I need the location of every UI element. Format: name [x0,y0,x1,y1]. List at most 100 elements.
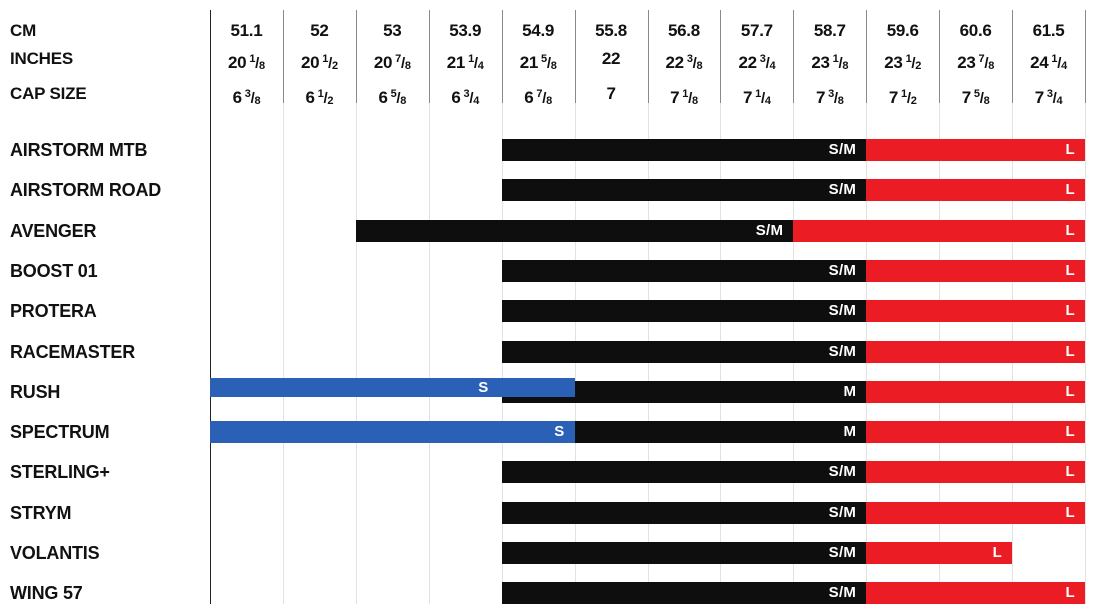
fraction-whole: 7 [961,88,971,107]
size-label: S/M [755,221,784,239]
col-inches-value: 21 5/8 [502,48,575,72]
col-inches-value: 24 1/4 [1012,48,1085,72]
size-bar-red: L [866,179,1085,202]
fraction-whole: 22 [738,53,757,72]
fraction-numerator: 5 [541,53,547,65]
size-label: S/M [828,544,857,561]
size-label: L [1065,503,1075,521]
col-inches-value: 20 1/2 [283,48,356,72]
size-label: M [843,382,857,400]
size-bar-black: S/M [501,340,867,363]
fraction-slash: / [911,55,916,72]
grid-line-body [429,103,430,604]
fraction-slash: / [250,90,255,107]
grid-line-header [1012,10,1013,103]
fraction-slash: / [542,90,547,107]
size-label: L [1065,423,1075,441]
fraction-slash: / [1057,55,1062,72]
size-label: L [1065,221,1075,239]
fraction-slash: / [1052,90,1057,107]
fraction-denominator: 8 [983,95,990,107]
size-label: L [1065,463,1075,481]
fraction-numerator: 1 [682,88,689,100]
size-label: S/M [828,181,857,199]
size-label: S/M [828,141,857,158]
col-inches-value: 22 [575,48,648,70]
size-bar-black: S/M [501,582,867,605]
fraction-denominator: 2 [915,60,922,72]
model-row: SPECTRUM S M L [0,421,1100,444]
col-cm-value: 53.9 [449,21,482,40]
size-label: S/M [828,584,857,602]
fraction-numerator: 3 [828,88,834,100]
size-label: S [478,378,489,396]
col-inches-value: 21 1/4 [429,48,502,72]
fraction-numerator: 7 [978,53,985,65]
fraction-denominator: 2 [910,95,917,107]
col-capsize-value: 7 5/8 [939,83,1012,107]
fraction-slash: / [546,55,551,72]
size-bar-black: S/M [355,219,794,242]
fraction-numerator: 3 [1046,88,1053,100]
fraction-numerator: 3 [686,53,693,65]
fraction-slash: / [473,55,478,72]
col-cm-value: 56.8 [668,21,700,40]
size-label: L [1065,342,1075,360]
fraction-whole: 21 [519,53,539,72]
model-name: AVENGER [10,220,97,241]
col-capsize-value: 7 [575,83,648,105]
size-bar-blue: S [210,377,575,397]
size-label: S/M [828,503,857,521]
fraction-whole: 24 [1030,53,1049,72]
model-row: BOOST 01 S/M L [0,259,1100,282]
fraction-whole: 7 [606,84,616,103]
fraction-numerator: 1 [832,53,839,65]
fraction-slash: / [469,90,474,107]
size-bar-red: L [866,139,1085,161]
col-inches-value: 20 1/8 [210,48,283,72]
col-cm-value: 61.5 [1032,21,1065,40]
col-capsize-value: 7 3/8 [793,83,866,107]
size-bar-black: S/M [501,179,867,202]
fraction-denominator: 8 [400,95,407,107]
model-row: RUSH M S L [0,377,1100,403]
col-cm-value: 52 [310,21,329,40]
fraction-denominator: 4 [1056,95,1063,107]
size-bar-black: S/M [501,139,867,161]
fraction-denominator: 8 [259,60,265,72]
grid-line-header [720,10,721,103]
fraction-denominator: 4 [764,95,771,107]
size-label: L [1065,584,1075,602]
fraction-slash: / [401,55,405,72]
fraction-whole: 22 [601,49,621,68]
model-name: STERLING+ [10,462,110,483]
size-bar-red: L [866,461,1085,484]
grid-line-header [1085,10,1086,103]
fraction-slash: / [906,90,911,107]
size-label: L [1065,261,1075,279]
size-label: L [1065,302,1075,320]
fraction-numerator: 1 [1051,53,1058,65]
fraction-whole: 6 [378,88,388,107]
col-capsize-value: 6 3/4 [429,83,502,107]
model-row: WING 57 S/M L [0,582,1100,605]
fraction-numerator: 7 [395,53,401,65]
model-name: BOOST 01 [10,260,98,281]
col-inches-value: 23 1/2 [866,48,939,72]
size-label: L [1065,141,1075,158]
grid-line-header [575,10,576,103]
fraction-denominator: 4 [477,60,484,72]
col-inches-value: 22 3/4 [720,48,793,72]
model-name: PROTERA [10,301,97,322]
fraction-whole: 20 [228,53,247,72]
fraction-slash: / [255,55,260,72]
grid-line-header [793,10,794,103]
size-label: L [1065,382,1075,400]
fraction-denominator: 8 [691,95,698,107]
size-label: S/M [828,463,857,481]
fraction-denominator: 8 [546,95,552,107]
model-name: RACEMASTER [10,341,136,362]
col-capsize-value: 7 1/2 [866,83,939,107]
size-bar-black: M [501,380,867,403]
size-label: S/M [828,342,857,360]
